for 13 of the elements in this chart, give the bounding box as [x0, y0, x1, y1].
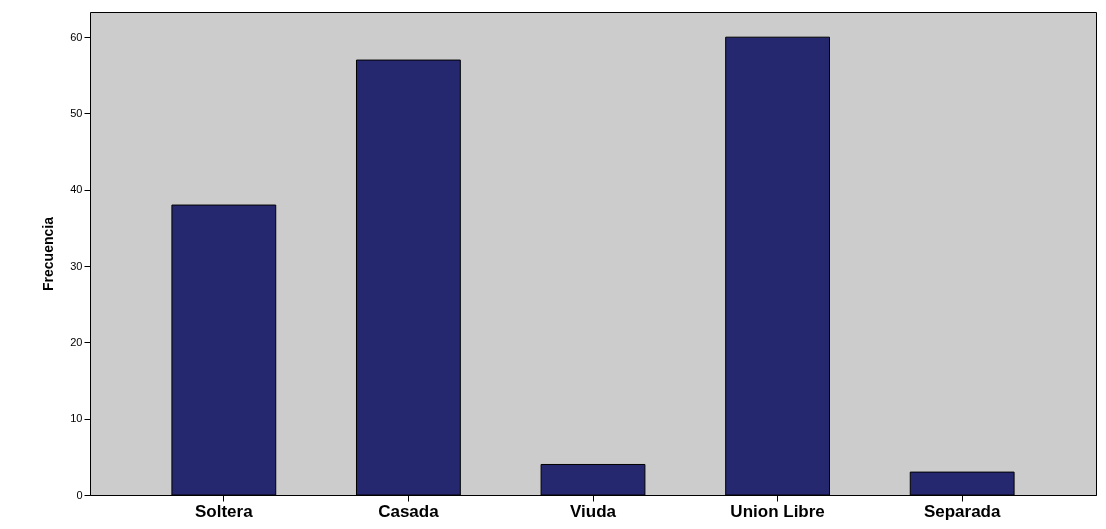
y-tick-label: 40: [70, 183, 83, 196]
y-tick-label: 10: [70, 412, 83, 425]
x-tick-label: Separada: [923, 501, 1001, 521]
y-tick-label: 60: [70, 30, 83, 43]
x-tick-label: Soltera: [195, 501, 254, 521]
x-tick-label: Casada: [378, 501, 440, 521]
y-tick-label: 20: [70, 335, 83, 348]
y-tick-label: 0: [76, 488, 83, 501]
y-axis-title: Frecuencia: [40, 216, 57, 291]
x-tick-label: Viuda: [570, 501, 617, 521]
x-tick-label: Union Libre: [730, 501, 825, 521]
y-tick-label: 50: [70, 106, 83, 119]
y-tick-label: 30: [70, 259, 83, 272]
